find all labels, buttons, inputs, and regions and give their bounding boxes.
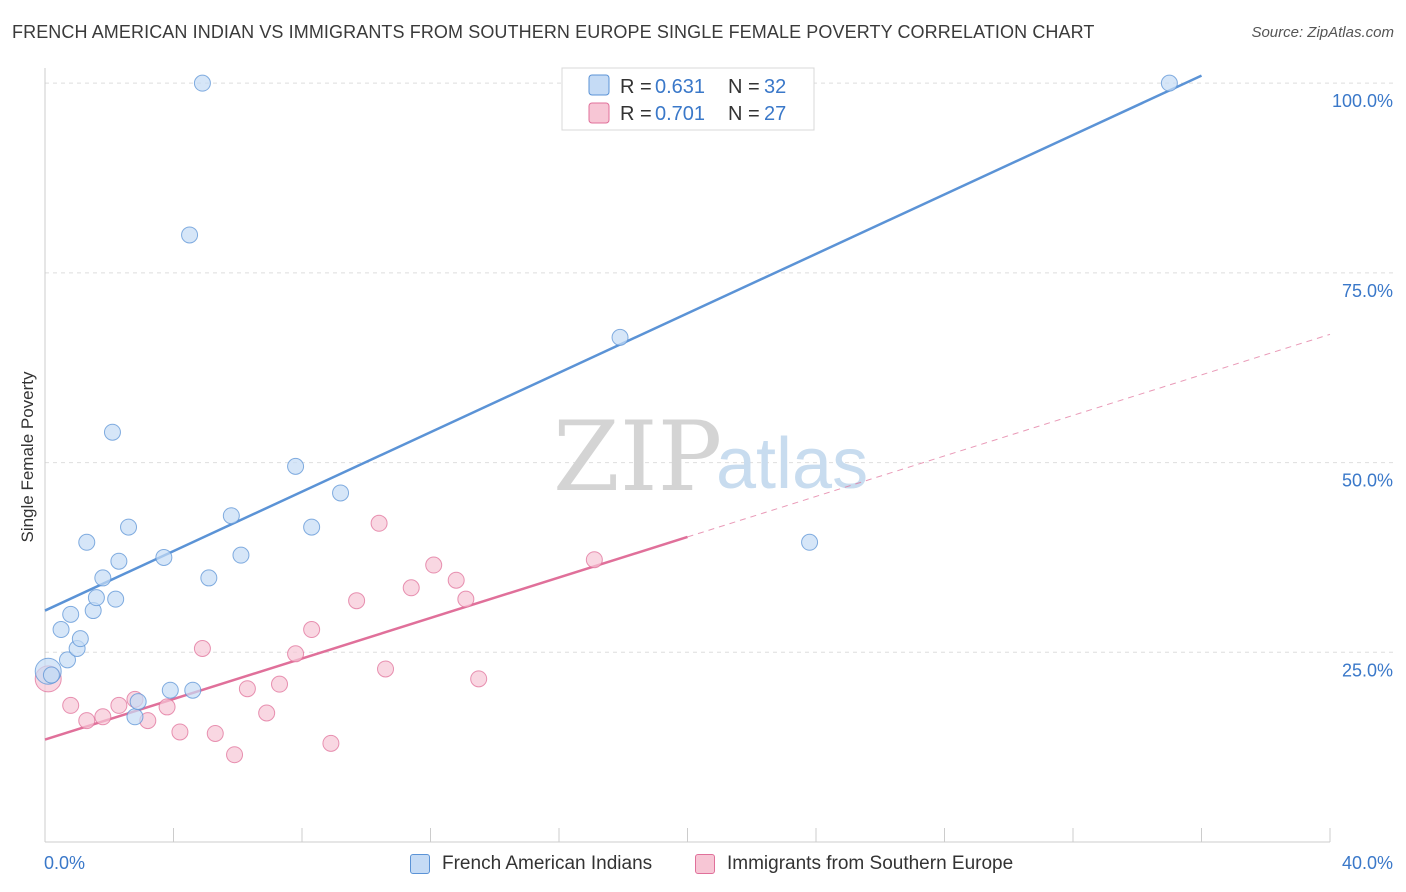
point-series-0-9 bbox=[87, 589, 105, 607]
point-series-1-13 bbox=[258, 704, 276, 722]
watermark: ZIP atlas bbox=[553, 401, 868, 513]
y-tick-label: 50.0% bbox=[1342, 471, 1393, 491]
point-series-1-17 bbox=[322, 734, 340, 752]
legend-n-value-2: 27 bbox=[764, 103, 786, 125]
point-series-0-21 bbox=[193, 74, 211, 92]
point-series-0-17 bbox=[155, 548, 173, 566]
point-series-0-31 bbox=[1160, 74, 1178, 92]
point-series-0-7 bbox=[78, 533, 96, 551]
point-series-1-2 bbox=[78, 712, 96, 730]
point-series-1-19 bbox=[370, 514, 388, 532]
point-series-0-6 bbox=[71, 630, 89, 648]
point-series-1-3 bbox=[94, 708, 112, 726]
trend-line-series-1 bbox=[44, 535, 688, 741]
point-series-1-25 bbox=[470, 670, 488, 688]
point-series-1-12 bbox=[238, 680, 256, 698]
point-series-1-1 bbox=[62, 696, 80, 714]
point-series-0-24 bbox=[232, 546, 250, 564]
point-series-0-4 bbox=[62, 605, 80, 623]
point-series-1-10 bbox=[206, 724, 224, 742]
point-series-0-26 bbox=[303, 518, 321, 536]
legend-label-french-american-indians: French American Indians bbox=[442, 853, 653, 874]
y-tick-label: 75.0% bbox=[1342, 281, 1393, 301]
point-series-1-21 bbox=[402, 579, 420, 597]
point-series-0-10 bbox=[94, 569, 112, 587]
point-series-1-9 bbox=[193, 640, 211, 657]
point-series-0-15 bbox=[126, 708, 144, 726]
grid-lines bbox=[45, 82, 1393, 653]
point-series-0-23 bbox=[222, 507, 240, 525]
point-series-1-16 bbox=[303, 621, 321, 639]
point-series-0-16 bbox=[129, 693, 147, 711]
point-series-0-12 bbox=[107, 590, 125, 608]
point-series-0-13 bbox=[110, 552, 128, 570]
legend-r-label-1: R = bbox=[620, 76, 652, 98]
chart-title: FRENCH AMERICAN INDIAN VS IMMIGRANTS FRO… bbox=[12, 22, 1095, 42]
point-series-0-18 bbox=[161, 681, 179, 699]
watermark-zip: ZIP bbox=[553, 401, 722, 513]
legend-r-value-2: 0.701 bbox=[655, 103, 705, 125]
x-tick-label-min: 0.0% bbox=[44, 853, 85, 873]
legend-item-french-american-indians: French American Indians bbox=[410, 851, 652, 877]
legend-swatch-pink bbox=[588, 102, 610, 124]
point-series-1-26 bbox=[585, 551, 603, 569]
legend-n-value-1: 32 bbox=[764, 76, 786, 98]
data-points bbox=[34, 74, 1178, 764]
point-series-1-22 bbox=[425, 556, 443, 574]
point-series-0-25 bbox=[287, 457, 305, 475]
legend-swatch-blue bbox=[588, 74, 610, 96]
point-series-1-24 bbox=[457, 590, 475, 608]
legend-n-label-2: N = bbox=[728, 103, 760, 125]
correlation-legend: R = 0.631 N = 32 R = 0.701 N = 27 bbox=[561, 67, 815, 131]
point-series-0-22 bbox=[200, 569, 218, 587]
legend-r-label-2: R = bbox=[620, 103, 652, 125]
point-series-0-29 bbox=[611, 328, 629, 346]
y-tick-label: 25.0% bbox=[1342, 660, 1393, 680]
y-tick-labels: 25.0% 50.0% 75.0% 100.0% bbox=[1332, 91, 1393, 680]
legend-swatch-french-american-indians bbox=[410, 854, 430, 874]
point-series-1-11 bbox=[226, 746, 244, 764]
point-series-1-18 bbox=[348, 592, 366, 610]
point-series-0-20 bbox=[184, 681, 202, 699]
point-series-0-2 bbox=[52, 621, 70, 639]
point-series-1-14 bbox=[271, 675, 289, 693]
legend-swatch-immigrants-southern-europe bbox=[695, 854, 715, 874]
watermark-atlas: atlas bbox=[716, 424, 868, 504]
point-series-1-20 bbox=[377, 660, 395, 678]
point-series-1-8 bbox=[171, 723, 189, 741]
y-tick-label: 100.0% bbox=[1332, 91, 1393, 111]
point-series-1-23 bbox=[447, 571, 465, 589]
point-series-1-7 bbox=[158, 698, 176, 716]
point-series-0-30 bbox=[801, 533, 819, 551]
legend-label-immigrants-southern-europe: Immigrants from Southern Europe bbox=[727, 853, 1014, 874]
trend-extension-series-1 bbox=[687, 333, 1331, 538]
legend-item-immigrants-southern-europe: Immigrants from Southern Europe bbox=[695, 851, 1013, 877]
axes bbox=[44, 68, 1331, 843]
point-series-0-27 bbox=[332, 484, 350, 502]
point-series-0-19 bbox=[181, 226, 199, 244]
legend-r-value-1: 0.631 bbox=[655, 76, 705, 98]
legend-n-label-1: N = bbox=[728, 76, 760, 98]
point-series-0-1 bbox=[42, 666, 60, 684]
point-series-0-11 bbox=[103, 423, 121, 441]
point-series-1-15 bbox=[287, 645, 305, 663]
chart-source: Source: ZipAtlas.com bbox=[1251, 24, 1394, 41]
x-tick-label-max: 40.0% bbox=[1342, 853, 1393, 873]
point-series-0-3 bbox=[58, 651, 76, 669]
point-series-0-14 bbox=[120, 518, 138, 536]
point-series-1-4 bbox=[110, 696, 128, 714]
